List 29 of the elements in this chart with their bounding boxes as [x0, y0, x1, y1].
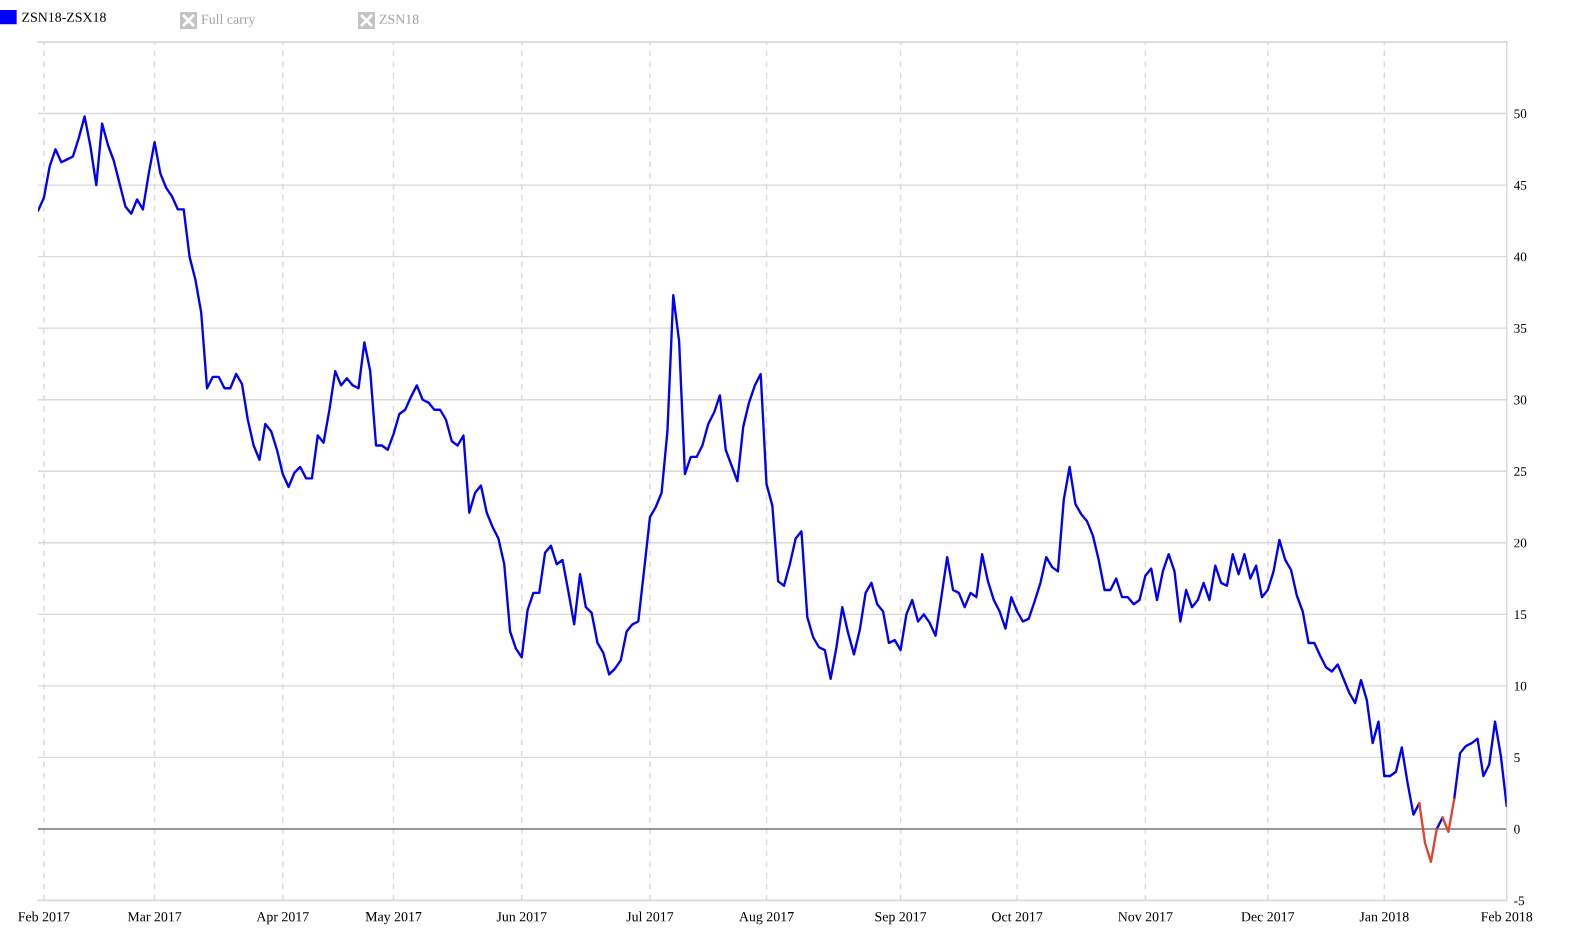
x-tick-label: Dec 2017: [1241, 912, 1295, 922]
x-tick-label: Apr 2017: [256, 912, 309, 925]
x-tick-label: Sep 2017: [875, 912, 927, 925]
x-tick-label: Jun 2017: [496, 912, 547, 922]
line-series: [1418, 802, 1438, 864]
text: Full carry: [201, 14, 256, 27]
x-tick-label: Nov 2017: [1118, 912, 1173, 922]
y-tick-label: 15: [1514, 610, 1527, 620]
y-tick-label: -5: [1514, 896, 1525, 906]
x-tick-label: May 2017: [365, 911, 422, 925]
x-tick-label: Jul 2017: [626, 911, 674, 922]
x-tick-label: Feb 2018: [1481, 911, 1533, 922]
y-tick-label: 35: [1514, 324, 1527, 333]
x-tick-label: Mar 2017: [127, 912, 182, 922]
x-tick-label: Feb 2017: [18, 911, 70, 922]
legend-label: ZSN18-ZSX18: [22, 12, 106, 22]
y-tick-label: 0: [1514, 824, 1520, 834]
x-tick-label: Aug 2017: [739, 911, 794, 925]
y-tick-label: 20: [1514, 538, 1527, 548]
y-tick-label: 50: [1514, 109, 1527, 119]
y-tick-label: 25: [1514, 467, 1527, 476]
y-tick-label: 30: [1514, 395, 1527, 405]
x-tick-label: Jan 2018: [1359, 912, 1409, 922]
y-tick-label: 45: [1513, 180, 1527, 190]
y-tick-label: 10: [1514, 681, 1527, 691]
y-tick-label: 5: [1514, 753, 1520, 763]
text: ZSN18: [379, 14, 419, 24]
x-tick-label: Oct 2017: [992, 912, 1043, 922]
y-tick-label: 40: [1513, 252, 1527, 262]
